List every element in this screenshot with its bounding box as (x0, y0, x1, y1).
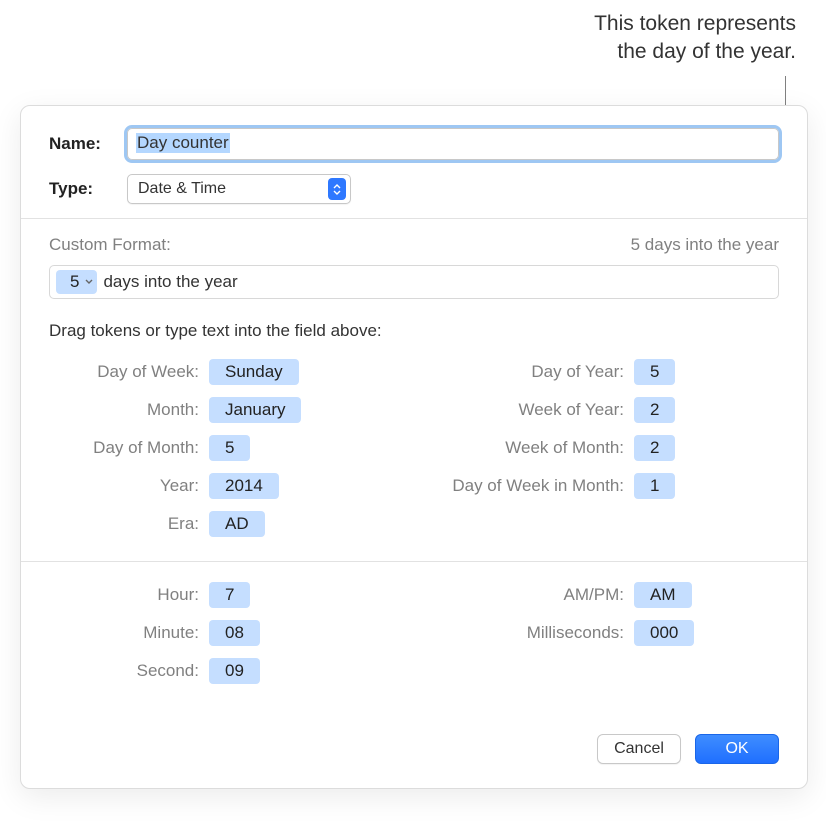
token-label-day-of-year: Day of Year: (434, 362, 634, 382)
token-year[interactable]: 2014 (209, 473, 279, 499)
token-label-ampm: AM/PM: (434, 585, 634, 605)
token-label-second: Second: (49, 661, 209, 681)
token-minute[interactable]: 08 (209, 620, 260, 646)
chevron-updown-icon (328, 178, 346, 200)
token-label-day-of-week: Day of Week: (49, 362, 209, 382)
token-label-week-of-year: Week of Year: (434, 400, 634, 420)
custom-format-field[interactable]: 5 days into the year (49, 265, 779, 299)
cancel-button[interactable]: Cancel (597, 734, 681, 764)
name-field-value: Day counter (136, 133, 230, 153)
custom-format-dialog: Name: Day counter Type: Date & Time (20, 105, 808, 789)
annotation-caption: This token represents the day of the yea… (594, 10, 796, 67)
token-label-era: Era: (49, 514, 209, 534)
token-day-of-week[interactable]: Sunday (209, 359, 299, 385)
token-label-year: Year: (49, 476, 209, 496)
token-label-hour: Hour: (49, 585, 209, 605)
token-week-of-month[interactable]: 2 (634, 435, 675, 461)
token-week-of-year[interactable]: 2 (634, 397, 675, 423)
custom-format-preview: 5 days into the year (631, 235, 779, 255)
format-token-value: 5 (70, 272, 79, 292)
token-label-day-of-week-in-month: Day of Week in Month: (434, 476, 634, 496)
token-label-day-of-month: Day of Month: (49, 438, 209, 458)
type-label: Type: (49, 179, 127, 199)
divider (21, 561, 807, 562)
custom-format-label: Custom Format: (49, 235, 171, 255)
ok-button[interactable]: OK (695, 734, 779, 764)
format-token-day-of-year[interactable]: 5 (56, 270, 97, 294)
token-label-minute: Minute: (49, 623, 209, 643)
chevron-down-icon (85, 276, 93, 288)
token-day-of-year[interactable]: 5 (634, 359, 675, 385)
annotation-line1: This token represents (594, 10, 796, 38)
token-era[interactable]: AD (209, 511, 265, 537)
token-label-week-of-month: Week of Month: (434, 438, 634, 458)
format-suffix-text: days into the year (103, 272, 237, 292)
type-select[interactable]: Date & Time (127, 174, 351, 204)
token-label-month: Month: (49, 400, 209, 420)
token-ampm[interactable]: AM (634, 582, 692, 608)
token-second[interactable]: 09 (209, 658, 260, 684)
token-label-milliseconds: Milliseconds: (434, 623, 634, 643)
token-milliseconds[interactable]: 000 (634, 620, 694, 646)
token-day-of-month[interactable]: 5 (209, 435, 250, 461)
annotation-line2: the day of the year. (594, 38, 796, 66)
token-hour[interactable]: 7 (209, 582, 250, 608)
type-select-value: Date & Time (138, 180, 226, 198)
name-field[interactable]: Day counter (127, 128, 779, 160)
tokens-instruction: Drag tokens or type text into the field … (49, 321, 779, 341)
token-month[interactable]: January (209, 397, 301, 423)
name-label: Name: (49, 134, 127, 154)
token-day-of-week-in-month[interactable]: 1 (634, 473, 675, 499)
